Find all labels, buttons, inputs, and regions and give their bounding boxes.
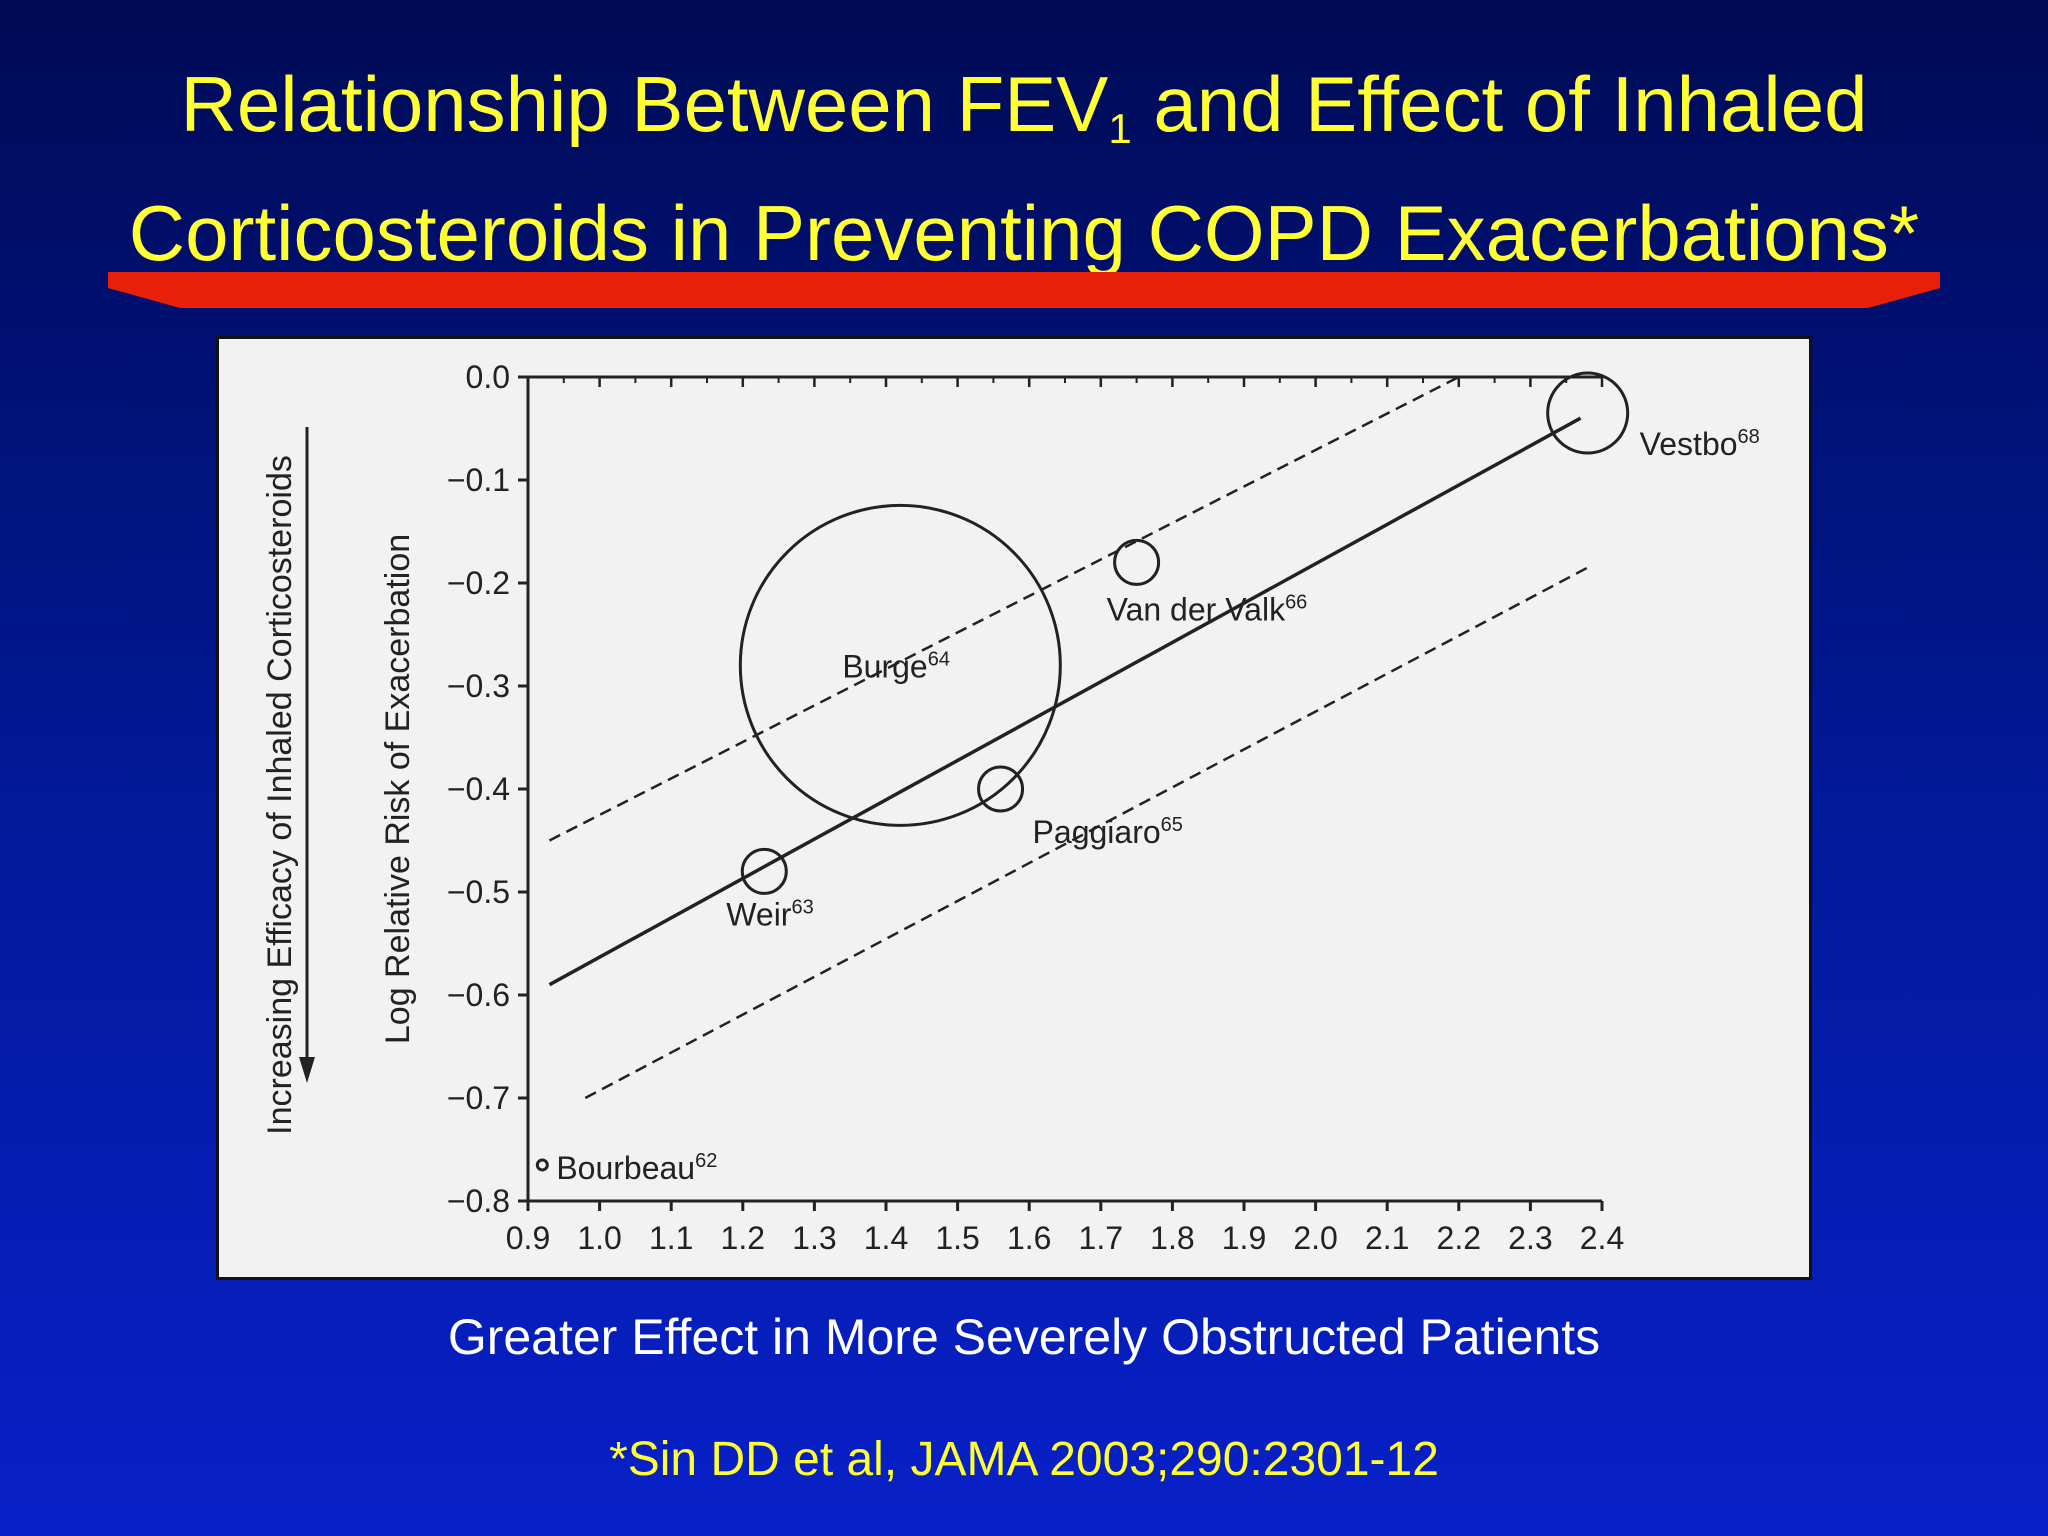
efficacy-arrow-head	[299, 1057, 315, 1083]
x-tick-label: 1.4	[864, 1220, 908, 1256]
y-axis-title: Log Relative Risk of Exacerbation	[379, 534, 417, 1044]
study-point-marker	[1113, 538, 1161, 586]
study-point-marker	[738, 503, 1062, 827]
study-point-marker	[740, 847, 788, 895]
y-tick-label: 0.0	[466, 359, 510, 395]
y-tick-label: −0.6	[447, 977, 510, 1013]
x-tick-label: 1.8	[1150, 1220, 1194, 1256]
scatter-chart: 0.0 −0.1 −0.2 −0.3 −0.4 −0.5 −0.6 −0.7 −0.80.9 1.…	[261, 359, 1760, 1277]
y-tick-label: −0.1	[447, 462, 510, 498]
x-tick-label: 1.2	[721, 1220, 765, 1256]
study-label: Weir63	[726, 896, 813, 932]
study-label: Burge64	[842, 648, 950, 684]
study-label: Bourbeau62	[556, 1150, 717, 1186]
slide-title: Relationship Between FEV1 and Effect of …	[0, 52, 2048, 285]
x-tick-label: 2.3	[1508, 1220, 1552, 1256]
study-label: Paggiaro65	[1033, 814, 1183, 850]
chart-panel: 0.0 −0.1 −0.2 −0.3 −0.4 −0.5 −0.6 −0.7 −0.8 0.9 1.…	[216, 336, 1812, 1280]
title-underline-bar	[108, 272, 1940, 308]
x-tick-label: 1.1	[649, 1220, 693, 1256]
study-label: Vestbo68	[1640, 426, 1760, 462]
x-tick-label: 1.9	[1222, 1220, 1266, 1256]
x-tick-label: 1.7	[1079, 1220, 1123, 1256]
x-tick-label: 1.3	[792, 1220, 836, 1256]
y-tick-label: −0.5	[447, 874, 510, 910]
y-tick-label: −0.7	[447, 1080, 510, 1116]
y-tick-label: −0.8	[447, 1183, 510, 1219]
study-point-marker	[535, 1158, 549, 1172]
title-line-1: Relationship Between FEV1 and Effect of …	[180, 60, 1868, 152]
x-axis-title: Mean Forced Expiratory Volume in 1 Secon…	[749, 1273, 1462, 1277]
x-tick-label: 1.0	[577, 1220, 621, 1256]
citation-footnote: *Sin DD et al, JAMA 2003;290:2301-12	[609, 1433, 1439, 1486]
title-line-2: Corticosteroids in Preventing COPD Exace…	[128, 189, 1920, 277]
ci-upper-line	[548, 375, 1460, 842]
regression-line	[548, 416, 1582, 987]
efficacy-side-label: Increasing Efficacy of Inhaled Corticost…	[261, 455, 299, 1135]
x-tick-label: 2.0	[1293, 1220, 1337, 1256]
study-label: Van der Valk66	[1107, 591, 1308, 627]
y-tick-label: −0.4	[447, 771, 510, 807]
y-tick-label: −0.2	[447, 565, 510, 601]
x-tick-label: 1.6	[1007, 1220, 1051, 1256]
x-tick-label: 2.2	[1437, 1220, 1481, 1256]
study-point-marker	[1546, 371, 1630, 455]
x-tick-label: 1.5	[935, 1220, 979, 1256]
y-tick-label: −0.3	[447, 668, 510, 704]
x-tick-label: 0.9	[506, 1220, 550, 1256]
slide-subtitle: Greater Effect in More Severely Obstruct…	[447, 1309, 1601, 1365]
x-tick-label: 2.4	[1580, 1220, 1624, 1256]
x-tick-label: 2.1	[1365, 1220, 1409, 1256]
study-point-marker	[977, 765, 1025, 813]
